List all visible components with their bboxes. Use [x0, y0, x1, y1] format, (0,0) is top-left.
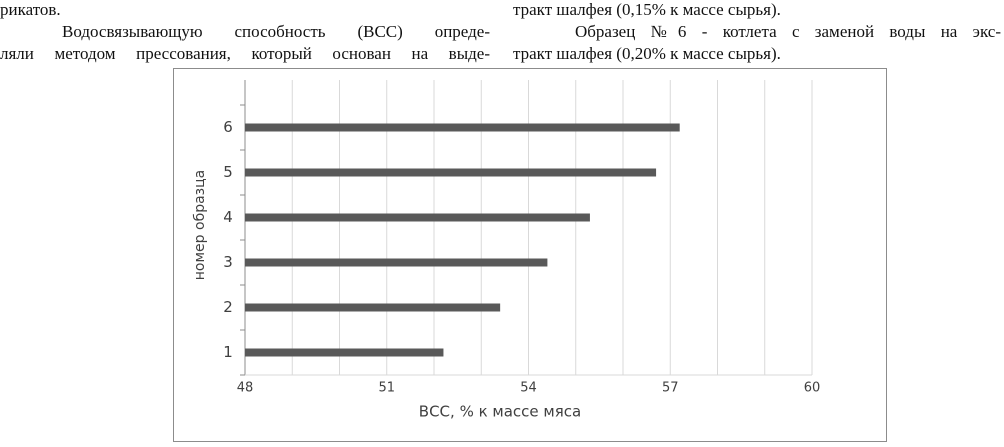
y-axis-title: номер образца	[192, 170, 208, 280]
y-tick-label: 5	[223, 163, 233, 181]
bar	[245, 213, 590, 222]
text-line: тракт шалфея (0,15% к массе сырья).	[513, 0, 781, 19]
bar	[245, 258, 548, 267]
y-tick-label: 1	[223, 343, 233, 361]
x-tick-label: 60	[804, 381, 821, 396]
y-tick-label: 4	[223, 208, 233, 226]
chart-frame	[173, 68, 887, 442]
text-line: Образец №6 - котлета с заменой воды на э…	[575, 22, 1001, 41]
x-axis-title: ВСС, % к массе мяса	[419, 403, 581, 421]
left-column: рикатов. Водосвязывающую способность (ВС…	[0, 0, 490, 65]
y-tick-label: 3	[223, 253, 233, 271]
text-line: ляли методом прессования, который основа…	[0, 44, 490, 63]
text-line: Водосвязывающую способность (ВСС) опреде…	[62, 22, 490, 41]
bar	[245, 123, 680, 132]
x-tick-label: 48	[237, 381, 254, 396]
y-tick-label: 6	[223, 118, 233, 136]
x-tick-label: 54	[520, 381, 537, 396]
bar	[245, 303, 501, 312]
bar	[245, 168, 657, 177]
text-line: тракт шалфея (0,20% к массе сырья).	[513, 44, 781, 63]
y-tick-label: 2	[223, 298, 233, 316]
right-column: тракт шалфея (0,15% к массе сырья). Обра…	[513, 0, 1001, 65]
text-line: рикатов.	[0, 0, 61, 19]
x-tick-label: 51	[378, 381, 395, 396]
x-tick-label: 57	[662, 381, 679, 396]
bar	[245, 348, 444, 357]
